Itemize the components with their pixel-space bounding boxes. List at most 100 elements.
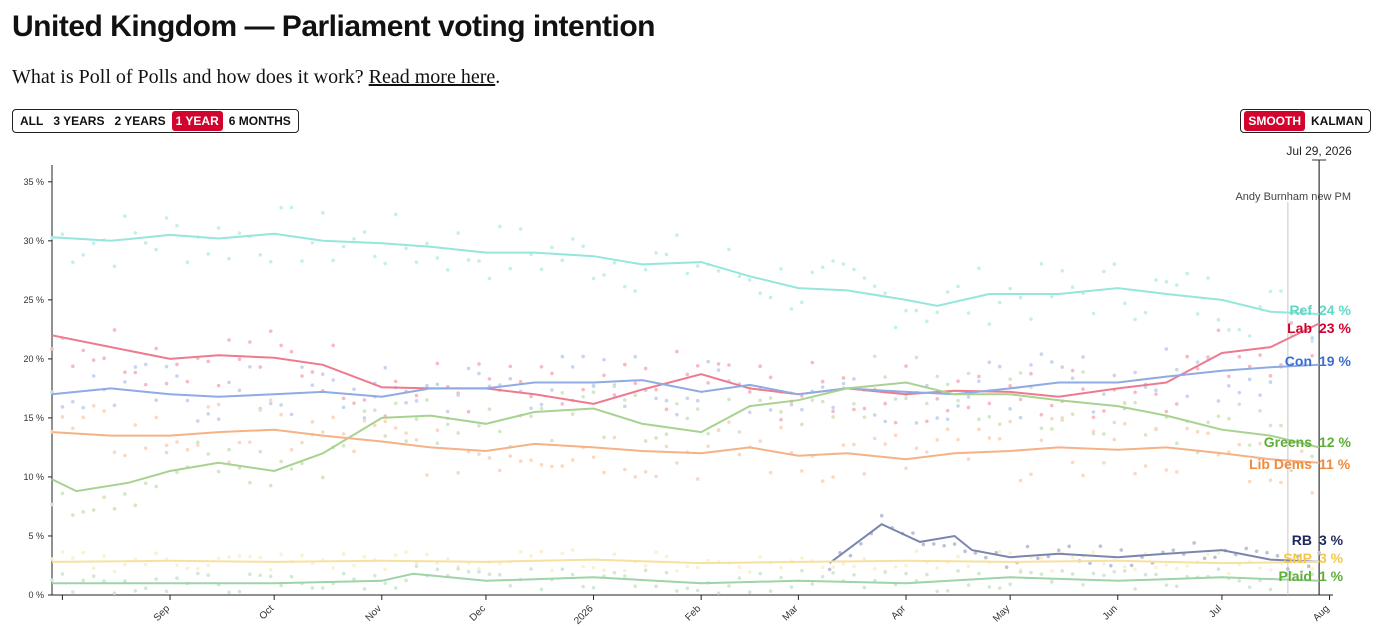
poll-dot-lab: [820, 379, 825, 384]
poll-dot-lab: [862, 406, 867, 411]
series-value-con: 19 %: [1319, 353, 1351, 369]
poll-dot-lab: [352, 401, 356, 405]
current-date-label: Jul 29, 2026: [1286, 144, 1352, 158]
poll-dot-lib-dems: [727, 420, 731, 424]
poll-dot-con: [1133, 370, 1137, 375]
poll-dot-plaid: [633, 584, 638, 588]
poll-dot-lib-dems: [1008, 419, 1012, 424]
poll-dot-lib-dems: [60, 415, 65, 419]
poll-dot-lib-dems: [893, 433, 898, 438]
poll-dot-snp: [654, 550, 658, 554]
poll-dot-ref: [841, 262, 846, 266]
poll-dot-snp: [102, 554, 106, 558]
poll-dot-lib-dems: [800, 469, 804, 473]
poll-dot-lab: [143, 382, 148, 387]
poll-dot-ref: [1195, 312, 1200, 316]
poll-dot-lib-dems: [914, 446, 919, 451]
poll-dot-lab: [1247, 364, 1252, 369]
poll-dot-ref: [425, 241, 429, 246]
poll-dot-snp: [664, 554, 669, 559]
poll-dot-snp: [893, 565, 898, 569]
poll-dot-greens: [1050, 427, 1054, 431]
poll-dot-con: [383, 365, 388, 370]
poll-dot-greens: [633, 393, 638, 397]
poll-dot-snp: [352, 563, 356, 568]
poll-dot-lab: [268, 329, 273, 333]
x-tick-label: Jun: [1101, 603, 1120, 622]
poll-dot-con: [550, 388, 554, 392]
poll-dot-lab: [112, 328, 117, 332]
poll-dot-lab: [1289, 321, 1294, 325]
poll-dot-lib-dems: [143, 446, 148, 450]
range-button-6-months[interactable]: 6 MONTHS: [228, 114, 291, 128]
poll-dot-con: [935, 416, 940, 420]
range-button-2-years[interactable]: 2 YEARS: [114, 114, 166, 128]
poll-dot-plaid: [50, 578, 54, 582]
poll-dot-lab: [477, 362, 481, 366]
poll-dot-lib-dems: [91, 404, 96, 408]
mode-button-kalman[interactable]: KALMAN: [1311, 114, 1363, 128]
poll-dot-greens: [1237, 402, 1242, 407]
poll-dot-con: [623, 404, 627, 409]
range-button-1-year[interactable]: 1 YEAR: [171, 111, 223, 131]
poll-dot-ref: [612, 260, 617, 265]
poll-dot-lab: [1174, 402, 1179, 406]
poll-dot-snp: [1216, 551, 1221, 555]
poll-dot-ref: [1039, 262, 1044, 266]
poll-dot-lab: [1018, 397, 1023, 402]
poll-dot-lib-dems: [1060, 416, 1065, 420]
poll-dot-plaid: [1164, 583, 1169, 587]
poll-dot-lab: [1133, 390, 1137, 395]
x-tick-label: Oct: [258, 603, 277, 622]
poll-dot-plaid: [591, 586, 596, 590]
poll-dot-lib-dems: [1102, 460, 1106, 465]
poll-dot-lib-dems: [841, 443, 846, 447]
poll-dot-greens: [758, 398, 762, 403]
event-label: Andy Burnham new PM: [1235, 191, 1351, 203]
series-line-con: [51, 363, 1320, 398]
poll-dot-plaid: [883, 570, 887, 575]
poll-dot-snp: [1268, 568, 1273, 572]
y-tick-label: 20 %: [23, 354, 44, 364]
poll-dot-plaid: [1310, 572, 1314, 576]
range-button-all[interactable]: ALL: [20, 114, 44, 128]
mode-button-smooth[interactable]: SMOOTH: [1244, 111, 1305, 131]
poll-dot-con: [685, 396, 690, 401]
range-button-3-years[interactable]: 3 YEARS: [53, 114, 105, 128]
y-tick-label: 10 %: [23, 472, 44, 482]
poll-dot-snp: [414, 561, 419, 566]
poll-dot-greens: [60, 491, 65, 496]
poll-dot-con: [1102, 392, 1106, 396]
poll-dot-lab: [768, 375, 773, 380]
poll-dot-ref: [925, 319, 929, 324]
read-more-link[interactable]: Read more here: [368, 66, 496, 88]
poll-dot-con: [945, 417, 950, 422]
poll-dot-lib-dems: [1227, 450, 1231, 454]
poll-dot-greens: [570, 412, 575, 416]
poll-dot-ref: [352, 237, 356, 241]
poll-dot-snp: [591, 565, 596, 570]
poll-dot-snp: [862, 556, 867, 561]
poll-dot-lab: [1185, 354, 1189, 359]
poll-dot-greens: [893, 397, 898, 401]
poll-dot-lab: [581, 387, 585, 392]
poll-dot-lib-dems: [102, 409, 106, 413]
poll-dot-lab: [779, 417, 783, 422]
poll-dot-greens: [498, 429, 502, 434]
poll-dot-rb: [1306, 564, 1311, 569]
poll-dot-lib-dems: [1279, 480, 1283, 485]
poll-dot-ref: [518, 227, 523, 231]
poll-dot-ref: [154, 247, 158, 252]
poll-dot-plaid: [643, 568, 648, 573]
poll-dot-snp: [498, 561, 502, 566]
subtitle: What is Poll of Polls and how does it wo…: [12, 66, 500, 89]
poll-dot-con: [768, 408, 773, 412]
poll-dot-lab: [633, 381, 638, 386]
poll-dot-ref: [1070, 285, 1075, 289]
poll-dot-snp: [623, 568, 627, 573]
poll-dot-con: [216, 417, 221, 421]
x-tick-label: Apr: [889, 603, 908, 622]
poll-dot-con: [1050, 360, 1054, 364]
poll-dot-con: [435, 382, 440, 387]
poll-dot-plaid: [872, 578, 877, 583]
